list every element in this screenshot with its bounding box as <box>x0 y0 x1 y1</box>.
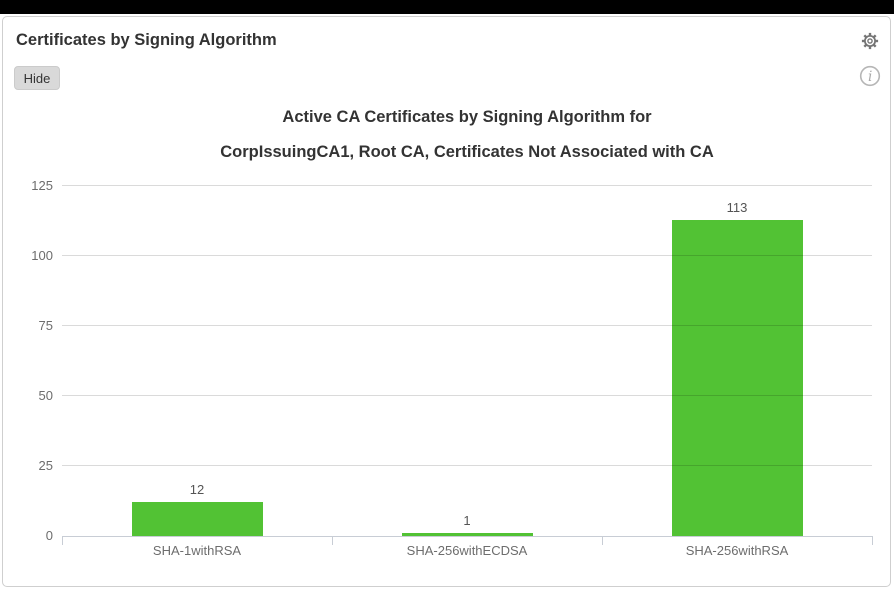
gridline-25 <box>62 465 872 466</box>
x-axis-tick-2 <box>602 536 603 545</box>
gridline-75 <box>62 325 872 326</box>
bar-SHA-1withRSA[interactable] <box>131 502 263 536</box>
y-axis-label-100: 100 <box>31 248 53 263</box>
x-axis-line <box>62 536 872 537</box>
bar-SHA-256withRSA[interactable] <box>671 219 803 536</box>
x-axis-label-SHA-1withRSA: SHA-1withRSA <box>152 543 242 558</box>
y-axis-label-25: 25 <box>38 458 53 473</box>
y-axis-label-50: 50 <box>38 388 53 403</box>
x-axis-label-SHA-256withRSA: SHA-256withRSA <box>685 543 789 558</box>
bar-value-SHA-1withRSA: 12 <box>189 482 205 498</box>
gridline-100 <box>62 255 872 256</box>
chart-title-line-2: CorpIssuingCA1, Root CA, Certificates No… <box>220 143 714 161</box>
x-axis-tick-0 <box>62 536 63 545</box>
y-axis-label-75: 75 <box>38 318 53 333</box>
gear-icon[interactable] <box>860 31 880 51</box>
svg-text:i: i <box>868 69 872 85</box>
y-axis-label-125: 125 <box>31 178 53 193</box>
gridline-50 <box>62 395 872 396</box>
chart-title-line-1: Active CA Certificates by Signing Algori… <box>282 108 652 126</box>
gridline-125 <box>62 185 872 186</box>
chart-title: Active CA Certificates by Signing Algori… <box>62 100 872 170</box>
plot-area: 0 25 50 75 100 125 12 SHA-1withRSA 1 SHA-256withE… <box>31 178 873 558</box>
x-axis-tick-3 <box>872 536 873 545</box>
x-axis-tick-1 <box>332 536 333 545</box>
widget-title: Certificates by Signing Algorithm <box>16 31 277 49</box>
hide-button[interactable]: Hide <box>14 66 60 90</box>
certificates-widget-panel: Certificates by Signing Algorithm Hide <box>2 16 891 587</box>
bar-value-SHA-256withRSA: 113 <box>726 199 748 215</box>
y-axis-label-0: 0 <box>45 528 53 543</box>
bar-SHA-256withECDSA[interactable] <box>401 533 533 536</box>
x-axis-label-SHA-256withECDSA: SHA-256withECDSA <box>406 543 528 558</box>
info-icon[interactable]: i <box>859 65 881 87</box>
bar-value-SHA-256withECDSA: 1 <box>463 513 471 529</box>
top-black-bar <box>0 0 894 14</box>
